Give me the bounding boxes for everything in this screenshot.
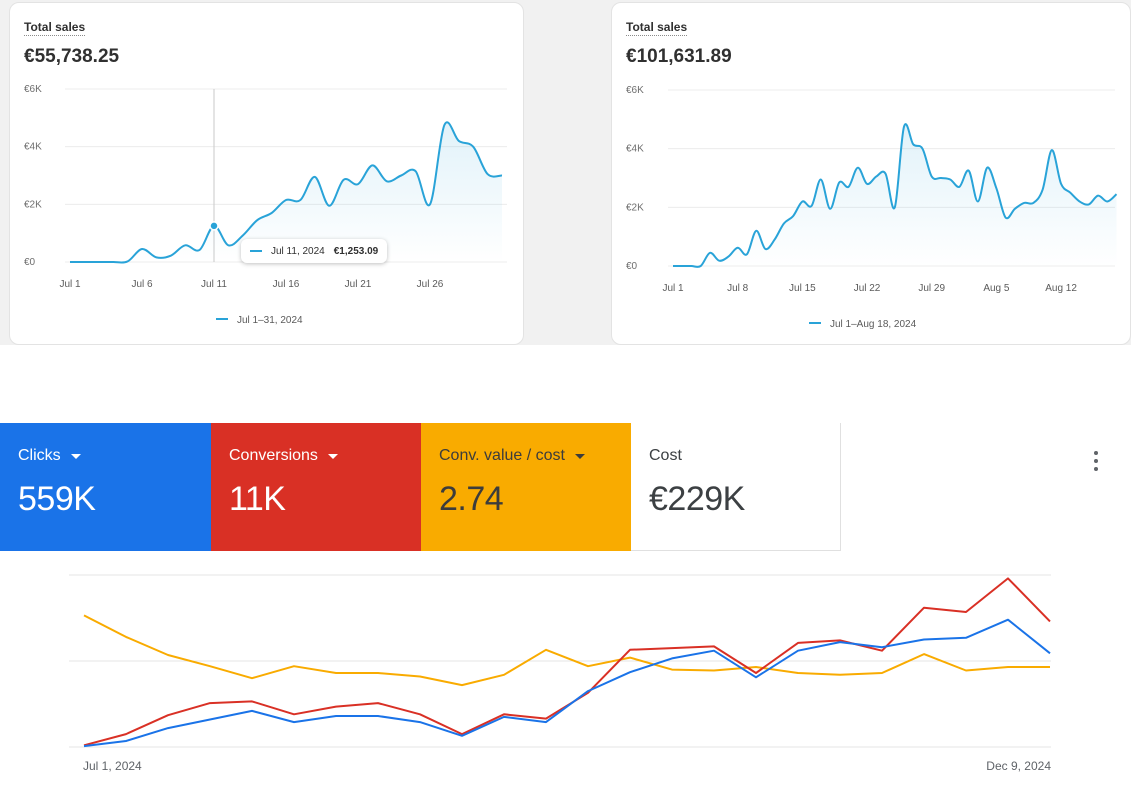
x-tick-label: Jul 8: [727, 283, 749, 294]
card-title[interactable]: Total sales: [24, 20, 86, 36]
series-swatch: [250, 250, 262, 252]
y-tick-label: €6K: [24, 84, 42, 95]
sales-area: [673, 124, 1117, 267]
sales-line: [70, 121, 503, 264]
total-sales-card-july-august: Total sales €101,631.89 €0 €2K €4K €6K Jul 1…: [611, 2, 1131, 345]
y-tick-label: €0: [626, 261, 638, 272]
x-tick-label: Jul 21: [345, 279, 372, 290]
sales-area: [70, 122, 502, 263]
sales-chart-july[interactable]: €0 €2K €4K €6K Jul 1 Jul 6 Jul 11 Jul 16 Jul 21 J…: [10, 3, 524, 345]
caret-down-icon[interactable]: [327, 453, 338, 459]
total-sales-value: €55,738.25: [24, 46, 120, 67]
y-tick-label: €4K: [24, 142, 42, 153]
x-tick-label: Jul 16: [273, 279, 300, 290]
metric-value: 11K: [229, 480, 286, 518]
x-start-label: Jul 1, 2024: [83, 759, 142, 773]
metric-label: Cost: [649, 447, 682, 464]
x-tick-label: Aug 5: [983, 283, 1010, 294]
x-tick-label: Jul 1: [59, 279, 81, 290]
sales-chart-july-august[interactable]: €0 €2K €4K €6K Jul 1 Jul 8 Jul 15 Jul 22 Jul 29 A…: [612, 3, 1131, 345]
tooltip-value: €1,253.09: [333, 245, 379, 257]
metric-label: Clicks: [18, 447, 61, 464]
tooltip-date: Jul 11, 2024: [271, 245, 325, 257]
y-tick-label: €4K: [626, 144, 644, 155]
metric-tile-cost[interactable]: Cost €229K: [631, 423, 841, 551]
metric-value: 559K: [18, 480, 96, 518]
metric-label: Conversions: [229, 447, 318, 464]
x-tick-label: Jul 22: [854, 283, 881, 294]
legend-label: Jul 1–Aug 18, 2024: [830, 319, 917, 330]
total-sales-card-july: Total sales €55,738.25 €0 €2K €4K €6K Jul 1 J…: [9, 2, 524, 345]
y-tick-label: €6K: [626, 85, 644, 96]
series-line-conv-value-cost: [83, 614, 1050, 687]
card-title[interactable]: Total sales: [626, 20, 688, 36]
legend-label: Jul 1–31, 2024: [237, 315, 303, 326]
ads-performance-card: Clicks 559K Conversions 11K Conv. value …: [0, 423, 1131, 794]
metric-tile-conv-value-cost[interactable]: Conv. value / cost 2.74: [421, 423, 631, 551]
y-tick-label: €0: [24, 257, 36, 268]
x-end-label: Dec 9, 2024: [986, 759, 1051, 773]
total-sales-value: €101,631.89: [626, 46, 732, 67]
y-tick-label: €2K: [24, 199, 42, 210]
sales-line: [673, 123, 1118, 268]
highlight-point: [209, 221, 219, 231]
metric-value: 2.74: [439, 480, 504, 518]
ads-line-chart[interactable]: Jul 1, 2024 Dec 9, 2024: [0, 551, 1131, 794]
more-vert-icon[interactable]: [1088, 451, 1104, 471]
caret-down-icon[interactable]: [574, 453, 585, 459]
metric-label: Conv. value / cost: [439, 447, 565, 464]
x-tick-label: Jul 15: [789, 283, 816, 294]
x-tick-label: Jul 29: [918, 283, 945, 294]
series-line-clicks: [83, 618, 1051, 748]
x-tick-label: Jul 1: [662, 283, 684, 294]
x-tick-label: Jul 6: [131, 279, 153, 290]
x-tick-label: Aug 12: [1045, 283, 1077, 294]
x-tick-label: Jul 26: [417, 279, 444, 290]
y-tick-label: €2K: [626, 202, 644, 213]
x-tick-label: Jul 11: [201, 279, 227, 290]
caret-down-icon[interactable]: [70, 453, 81, 459]
chart-tooltip: Jul 11, 2024 €1,253.09: [241, 239, 388, 263]
metric-tile-clicks[interactable]: Clicks 559K: [0, 423, 211, 551]
metric-tile-conversions[interactable]: Conversions 11K: [211, 423, 421, 551]
metric-value: €229K: [649, 480, 745, 518]
